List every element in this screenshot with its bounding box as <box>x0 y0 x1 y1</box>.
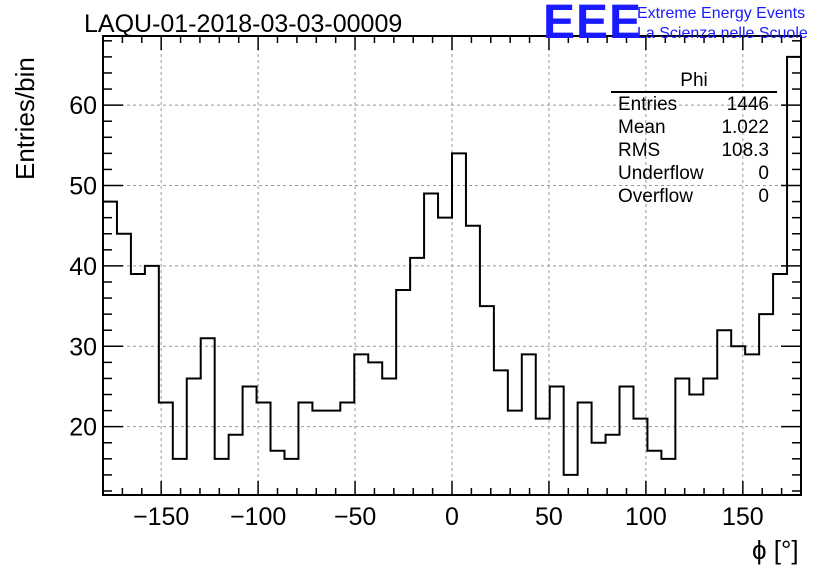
x-tick-label: 100 <box>625 503 667 531</box>
stats-row: Mean 1.022 <box>611 116 777 139</box>
stats-value: 0 <box>758 186 769 207</box>
x-tick-label: 50 <box>535 503 563 531</box>
y-tick-label: 60 <box>69 92 97 120</box>
stats-row: Entries 1446 <box>611 93 777 116</box>
x-tick-label: −50 <box>334 503 376 531</box>
stats-label: Mean <box>618 117 666 138</box>
x-tick-label: −150 <box>133 503 189 531</box>
stats-label: Underflow <box>618 163 704 184</box>
logo-caption-line1: Extreme Energy Events <box>637 5 806 22</box>
stats-row: Overflow 0 <box>611 185 777 208</box>
stats-label: RMS <box>618 140 661 161</box>
y-tick-labels: 20 30 40 50 60 <box>69 92 97 442</box>
stats-value: 1.022 <box>721 117 769 138</box>
x-tick-label: 150 <box>722 503 764 531</box>
stats-value: 1446 <box>726 94 769 115</box>
stats-box: Phi Entries 1446 Mean 1.022 RMS 108.3 Under… <box>611 70 777 208</box>
y-tick-label: 40 <box>69 253 97 281</box>
y-tick-label: 20 <box>69 414 97 442</box>
stats-label: Entries <box>618 94 678 115</box>
major-ticks <box>103 36 801 495</box>
minor-ticks <box>102 36 802 495</box>
x-tick-labels: −150 −100 −50 0 50 100 150 <box>133 503 764 531</box>
stats-row: Underflow 0 <box>611 162 777 185</box>
grid-lines <box>103 36 801 495</box>
plot-frame <box>102 35 802 496</box>
y-axis-label: Entries/bin <box>10 57 40 180</box>
y-tick-label: 30 <box>69 333 97 361</box>
chart-title: LAQU-01-2018-03-03-00009 <box>84 10 403 38</box>
stats-value: 0 <box>758 163 769 184</box>
eee-logo: EEE <box>543 0 643 49</box>
histogram-step-line <box>103 55 801 476</box>
logo-caption-line2: La Scienza nelle Scuole <box>637 25 808 42</box>
x-tick-label: 0 <box>445 503 459 531</box>
x-axis-label: ϕ [°] <box>752 535 799 565</box>
logo-caption: Extreme Energy Events La Scienza nelle S… <box>637 4 808 44</box>
x-tick-label: −100 <box>230 503 286 531</box>
stats-title: Phi <box>611 70 777 93</box>
stats-row: RMS 108.3 <box>611 139 777 162</box>
stats-label: Overflow <box>618 186 693 207</box>
stats-value: 108.3 <box>721 140 769 161</box>
y-tick-label: 50 <box>69 173 97 201</box>
